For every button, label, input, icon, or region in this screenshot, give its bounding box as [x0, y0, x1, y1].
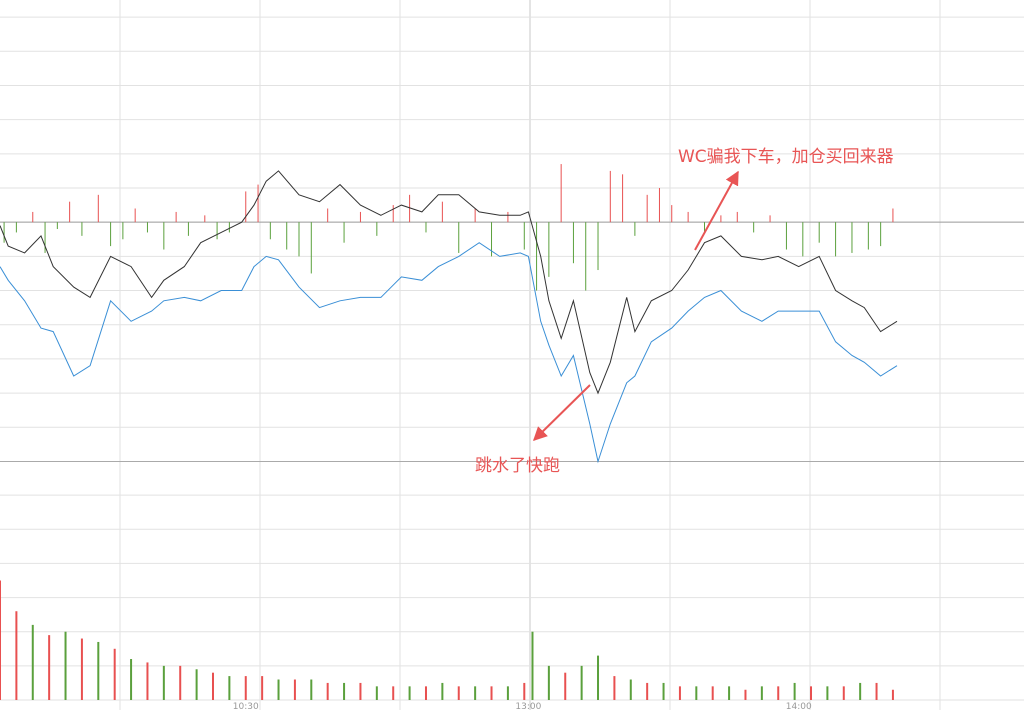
annotation: 跳水了快跑: [475, 456, 560, 476]
volume-bar: [310, 679, 313, 700]
volume-bar: [392, 686, 395, 700]
volume-bar: [842, 686, 845, 700]
volume-bar: [195, 669, 198, 700]
annotation: WC骗我下车，加仓买回来器: [678, 147, 894, 167]
price-line: [0, 242, 898, 464]
volume-bar: [211, 672, 214, 700]
volume-bar: [613, 676, 616, 700]
volume-bar: [531, 631, 534, 700]
volume-bar: [564, 672, 567, 700]
volume-bar: [777, 686, 780, 700]
volume-bar: [31, 624, 34, 700]
volume-bar: [629, 679, 632, 700]
volume-bar: [457, 686, 460, 700]
volume-bar: [441, 682, 444, 700]
volume-bar: [678, 686, 681, 700]
volume-bar: [646, 682, 649, 700]
volume-bar: [359, 682, 362, 700]
volume-bar: [113, 648, 116, 700]
volume-bar: [80, 638, 83, 700]
volume-bar: [859, 682, 862, 700]
volume-bar: [408, 686, 411, 700]
x-tick-label: 10:30: [233, 702, 259, 710]
volume-bar: [474, 686, 477, 700]
x-tick-label: 14:00: [786, 702, 812, 710]
volume-bar: [523, 682, 526, 700]
volume-bar: [244, 676, 247, 700]
arrow: [533, 384, 591, 441]
volume-bar: [162, 665, 165, 700]
plot: 10:30 13:00 14:00: [0, 16, 1024, 710]
price-line: [0, 170, 898, 395]
volume-bar: [490, 686, 493, 700]
volume-bar: [547, 665, 550, 700]
volume-bar: [146, 662, 149, 700]
volume-bar: [48, 635, 51, 700]
volume-bar: [826, 686, 829, 700]
vertical-grid: [119, 0, 941, 710]
volume-bar: [15, 611, 18, 700]
volume-bar: [326, 682, 329, 700]
volume-bar: [179, 665, 182, 700]
volume-bar: [760, 686, 763, 700]
volume-bar: [695, 686, 698, 700]
volume-bar: [97, 641, 100, 700]
volume-bar: [728, 686, 731, 700]
volume-bar: [744, 689, 747, 700]
x-tick-label: 13:00: [515, 702, 541, 710]
volume-bar: [662, 682, 665, 700]
volume-bar: [64, 631, 67, 700]
volume-bar: [277, 679, 280, 700]
volume-bar: [793, 682, 796, 700]
volume-bar: [891, 689, 894, 700]
volume-bar: [875, 682, 878, 700]
volume-bar: [711, 686, 714, 700]
volume-bar: [261, 676, 264, 700]
volume-bar: [597, 655, 600, 700]
volume-bar: [424, 686, 427, 700]
volume-bar: [343, 682, 346, 700]
volume-bar: [0, 580, 1, 700]
volume-bar: [293, 679, 296, 700]
volume-bar: [580, 665, 583, 700]
volume-bar: [130, 659, 133, 700]
arrow: [694, 170, 739, 251]
volume-bar: [228, 676, 231, 700]
volume-bar: [810, 686, 813, 700]
volume-bar: [506, 686, 509, 700]
volume-bar: [375, 686, 378, 700]
